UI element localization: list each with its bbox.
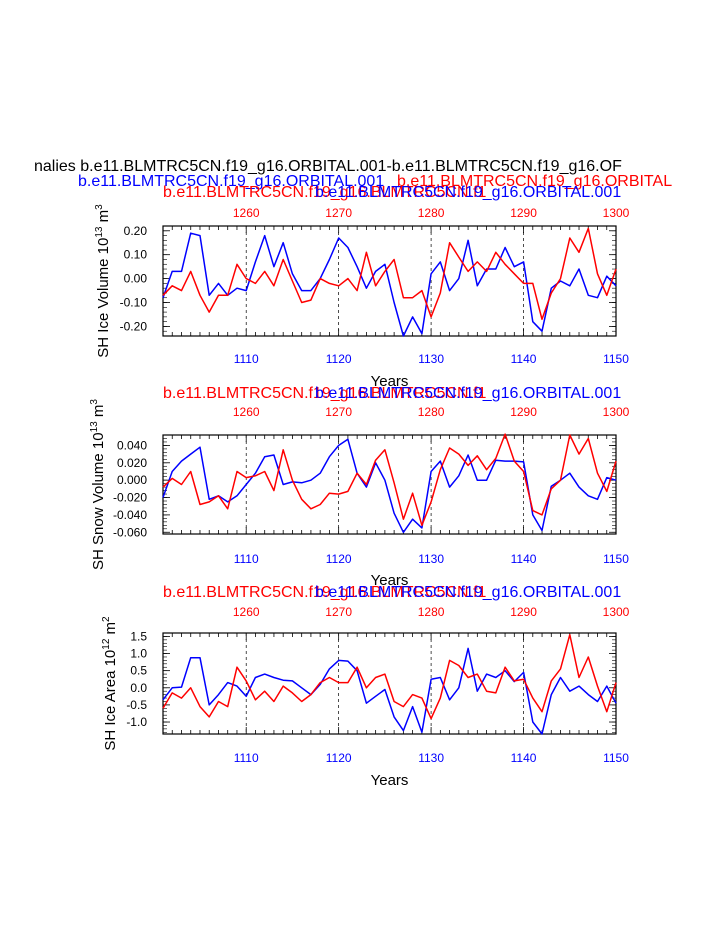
y-tick-label: -0.020 — [113, 491, 147, 505]
x-tick-label-top: 1300 — [603, 605, 630, 619]
x-tick-label-bottom: 1110 — [234, 552, 259, 566]
x-tick-label-bottom: 1140 — [511, 352, 537, 366]
series-line-blue — [162, 647, 617, 735]
y-tick-label: -0.040 — [113, 508, 147, 522]
y-tick-label: 0.5 — [130, 664, 147, 678]
chart-panel-3: b.e11.BLMTRC5CN.f19_g16.BLMTRC5CN.f1b.e1… — [101, 584, 630, 789]
x-tick-label-bottom: 1150 — [603, 352, 629, 366]
x-tick-label-top: 1260 — [233, 206, 260, 220]
y-axis-label: SH Ice Volume 1013 m3 — [94, 204, 112, 358]
y-tick-label: 0.040 — [117, 438, 147, 452]
series-line-blue — [162, 232, 617, 337]
x-tick-label-bottom: 1150 — [603, 552, 629, 566]
y-tick-label: 1.0 — [130, 647, 147, 661]
x-axis-label: Years — [371, 373, 409, 390]
y-tick-label: 0.020 — [117, 456, 147, 470]
x-tick-label-top: 1280 — [418, 405, 445, 419]
legend-blue-label: b.e11.BLMTRC5CN.f19_g16.ORBITAL.001 — [78, 173, 384, 190]
panel-top-title-blue: b.e11.BLMTRC5CN.f19_g16.ORBITAL.001 — [315, 584, 621, 601]
y-tick-label: -0.5 — [126, 698, 147, 712]
y-axis-label: SH Ice Area 1012 m2 — [101, 616, 119, 751]
x-tick-label-top: 1290 — [510, 206, 537, 220]
y-tick-label: -1.0 — [126, 715, 147, 729]
y-tick-label: 1.5 — [130, 629, 147, 643]
x-tick-label-top: 1280 — [418, 605, 445, 619]
y-tick-label: -0.20 — [120, 319, 148, 333]
y-tick-label: 0.000 — [117, 473, 147, 487]
chart-panel-1: b.e11.BLMTRC5CN.f19_g16.BLMTRC5CN.f1b.e1… — [94, 184, 630, 390]
panels-group: b.e11.BLMTRC5CN.f19_g16.BLMTRC5CN.f1b.e1… — [89, 184, 630, 789]
panel-top-title-blue: b.e11.BLMTRC5CN.f19_g16.ORBITAL.001 — [315, 184, 621, 201]
x-tick-label-bottom: 1120 — [326, 352, 352, 366]
x-tick-label-top: 1300 — [603, 405, 630, 419]
x-tick-label-bottom: 1130 — [418, 552, 444, 566]
x-tick-label-bottom: 1120 — [326, 552, 352, 566]
x-tick-label-top: 1290 — [510, 405, 537, 419]
panel-top-title-blue: b.e11.BLMTRC5CN.f19_g16.ORBITAL.001 — [315, 385, 621, 402]
x-axis-label: Years — [371, 572, 409, 589]
series-line-red — [162, 227, 617, 321]
series-line-red — [162, 433, 617, 527]
x-tick-label-top: 1280 — [418, 206, 445, 220]
plot-frame — [162, 434, 617, 535]
y-tick-label: -0.060 — [113, 525, 147, 539]
x-tick-label-bottom: 1140 — [511, 552, 537, 566]
y-tick-label: 0.10 — [124, 248, 148, 262]
x-tick-label-top: 1260 — [233, 405, 260, 419]
series-line-red — [162, 633, 617, 720]
x-tick-label-bottom: 1120 — [326, 751, 352, 765]
y-tick-label: 0.0 — [130, 681, 147, 695]
y-tick-label: 0.00 — [124, 272, 148, 286]
legend-red-label: b.e11.BLMTRC5CN.f19_g16.ORBITAL — [397, 173, 672, 190]
x-tick-label-top: 1270 — [325, 206, 352, 220]
chart-panel-2: b.e11.BLMTRC5CN.f19_g16.BLMTRC5CN.f1b.e1… — [89, 385, 630, 589]
x-axis-label: Years — [371, 772, 409, 789]
plot-frame — [162, 225, 617, 337]
x-tick-label-top: 1300 — [603, 206, 630, 220]
panel-top-title-red: b.e11.BLMTRC5CN.f19_g16.BLMTRC5CN.f1 — [163, 385, 486, 402]
x-tick-label-bottom: 1110 — [234, 352, 259, 366]
x-tick-label-top: 1290 — [510, 605, 537, 619]
y-tick-label: -0.10 — [120, 296, 148, 310]
x-tick-label-bottom: 1130 — [418, 352, 444, 366]
x-tick-label-bottom: 1130 — [418, 751, 444, 765]
x-tick-label-top: 1260 — [233, 605, 260, 619]
y-axis-label: SH Snow Volume 1013 m3 — [89, 399, 107, 570]
main-title: nalies b.e11.BLMTRC5CN.f19_g16.ORBITAL.0… — [34, 158, 622, 175]
series-line-blue — [162, 438, 617, 534]
x-tick-label-bottom: 1150 — [603, 751, 629, 765]
panel-top-title-red: b.e11.BLMTRC5CN.f19_g16.BLMTRC5CN.f1 — [163, 184, 486, 201]
x-tick-label-bottom: 1110 — [234, 751, 259, 765]
x-tick-label-bottom: 1140 — [511, 751, 537, 765]
x-tick-label-top: 1270 — [325, 405, 352, 419]
y-tick-label: 0.20 — [124, 224, 148, 238]
x-tick-label-top: 1270 — [325, 605, 352, 619]
panel-top-title-red: b.e11.BLMTRC5CN.f19_g16.BLMTRC5CN.f1 — [163, 584, 486, 601]
